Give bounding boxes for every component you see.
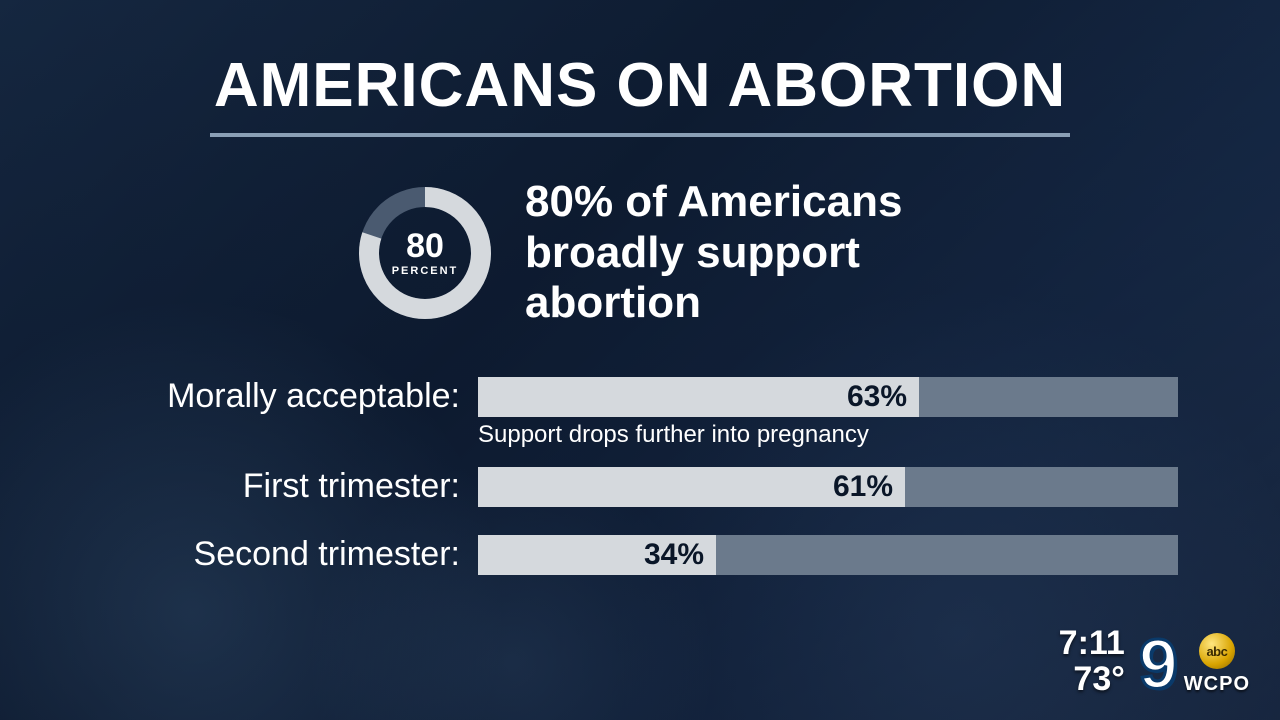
bar-row-first-trimester: First trimester: 61% (100, 467, 1200, 507)
bar-label: Second trimester: (100, 535, 460, 574)
bar-fill: 61% (478, 467, 905, 507)
bar-value: 61% (833, 470, 893, 504)
clock-temp-block: 7:11 73° (1059, 626, 1125, 696)
headline-row: 80 PERCENT 80% of Americans broadly supp… (80, 177, 1200, 329)
bar-track: 34% (478, 535, 1178, 575)
logo-right-column: abc WCPO (1184, 633, 1250, 696)
bar-label: Morally acceptable: (100, 377, 460, 416)
bar-row-second-trimester: Second trimester: 34% (100, 535, 1200, 575)
station-callsign: WCPO (1184, 673, 1250, 696)
infographic-panel: AMERICANS ON ABORTION 80 PERCENT 80% of … (0, 0, 1280, 720)
bar-row-morally: Morally acceptable: 63% Support drops fu… (100, 377, 1200, 417)
bar-label: First trimester: (100, 467, 460, 506)
broadcast-overlay: 7:11 73° 9 abc WCPO (1059, 626, 1250, 696)
bar-track: 61% (478, 467, 1178, 507)
donut-chart: 80 PERCENT (355, 183, 495, 323)
bar-track: 63% Support drops further into pregnancy (478, 377, 1178, 417)
bar-value: 63% (847, 380, 907, 414)
abc-network-icon: abc (1199, 633, 1235, 669)
temperature: 73° (1059, 662, 1125, 696)
donut-unit: PERCENT (392, 265, 459, 277)
bar-fill: 63% (478, 377, 919, 417)
donut-number: 80 (406, 229, 444, 263)
station-logo: 9 abc WCPO (1139, 633, 1250, 696)
bar-fill: 34% (478, 535, 716, 575)
page-title: AMERICANS ON ABORTION (80, 50, 1200, 121)
clock-time: 7:11 (1059, 626, 1125, 660)
headline-text: 80% of Americans broadly support abortio… (525, 177, 1045, 329)
donut-center: 80 PERCENT (355, 183, 495, 323)
channel-number: 9 (1139, 633, 1178, 696)
bar-value: 34% (644, 538, 704, 572)
bar-chart: Morally acceptable: 63% Support drops fu… (80, 377, 1200, 575)
title-underline (210, 133, 1070, 137)
bar-note: Support drops further into pregnancy (478, 421, 869, 449)
